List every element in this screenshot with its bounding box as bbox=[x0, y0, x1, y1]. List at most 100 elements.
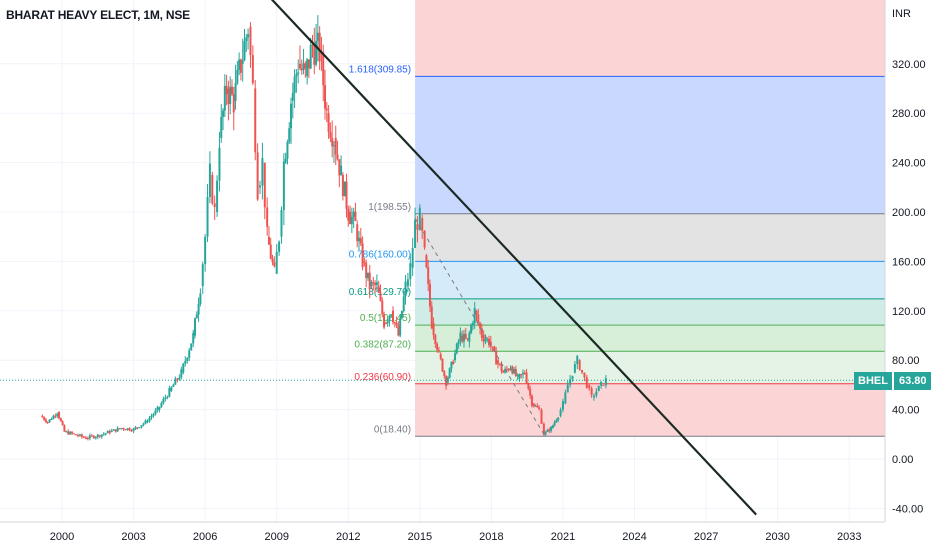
candle-body bbox=[434, 335, 437, 344]
y-tick-label: 160.00 bbox=[892, 256, 926, 268]
candle-body bbox=[275, 251, 278, 274]
candle-body bbox=[269, 244, 272, 259]
candle-body bbox=[291, 92, 294, 101]
candle-body bbox=[59, 418, 62, 422]
candle-body bbox=[561, 401, 564, 410]
candle-body bbox=[459, 332, 462, 342]
candle-body bbox=[288, 128, 291, 143]
candle-body bbox=[544, 431, 547, 435]
candle-body bbox=[486, 338, 489, 340]
candle-body bbox=[445, 376, 448, 386]
candle-body bbox=[197, 303, 200, 315]
candle-body bbox=[216, 180, 219, 212]
last-price-badge: 63.80 bbox=[893, 372, 932, 390]
candle-body bbox=[327, 113, 330, 132]
candle-body bbox=[399, 318, 402, 336]
candle-body bbox=[130, 430, 133, 432]
candle-body bbox=[263, 162, 266, 208]
candle-body bbox=[90, 435, 93, 437]
candle-body bbox=[313, 45, 316, 65]
candle-body bbox=[530, 395, 533, 406]
fib-level-label: 1.618(309.85) bbox=[349, 64, 411, 75]
candle-body bbox=[581, 369, 584, 373]
candle-body bbox=[559, 409, 562, 416]
candle-body bbox=[489, 341, 492, 347]
candle-body bbox=[116, 428, 119, 432]
candle-body bbox=[122, 428, 125, 430]
candle-body bbox=[241, 60, 244, 64]
time-axis bbox=[0, 522, 932, 550]
x-tick-label: 2033 bbox=[837, 531, 861, 543]
candle-body bbox=[428, 283, 431, 307]
candle-body bbox=[168, 388, 171, 397]
x-tick-label: 2015 bbox=[408, 531, 432, 543]
candle-body bbox=[366, 272, 369, 278]
candle-body bbox=[106, 430, 109, 434]
candle-body bbox=[134, 427, 137, 430]
candle-body bbox=[311, 44, 314, 46]
candle-body bbox=[142, 423, 145, 426]
candle-body bbox=[46, 421, 49, 423]
candle-body bbox=[370, 282, 373, 287]
x-tick-label: 2012 bbox=[336, 531, 360, 543]
chart-title: BHARAT HEAVY ELECT, 1M, NSE bbox=[6, 8, 190, 22]
y-tick-label: 240.00 bbox=[892, 158, 926, 170]
candle-body bbox=[423, 230, 426, 248]
y-tick-label: 40.00 bbox=[892, 405, 920, 417]
candle-body bbox=[67, 431, 70, 435]
candle-body bbox=[416, 224, 419, 230]
candle-body bbox=[427, 267, 430, 284]
fib-zone bbox=[415, 213, 885, 262]
candle-body bbox=[298, 63, 301, 69]
candle-body bbox=[588, 384, 591, 389]
candle-body bbox=[280, 209, 283, 237]
candle-body bbox=[261, 158, 264, 186]
candle-body bbox=[388, 315, 391, 322]
dashed-trend-line bbox=[414, 217, 545, 435]
candle-body bbox=[206, 197, 209, 237]
candle-body bbox=[411, 247, 414, 268]
candle-body bbox=[249, 26, 252, 56]
candle-body bbox=[164, 397, 167, 400]
candle-body bbox=[41, 415, 44, 418]
candle-body bbox=[180, 369, 183, 378]
candle-body bbox=[491, 346, 494, 348]
candle-body bbox=[553, 422, 556, 426]
candle-body bbox=[156, 407, 159, 411]
candle-body bbox=[437, 350, 440, 352]
x-tick-label: 2024 bbox=[622, 531, 646, 543]
candle-body bbox=[496, 360, 499, 364]
x-tick-label: 2030 bbox=[765, 531, 789, 543]
candle-body bbox=[132, 428, 135, 431]
candle-body bbox=[94, 437, 97, 439]
candle-body bbox=[309, 44, 312, 69]
candle-body bbox=[522, 372, 525, 375]
fib-zone bbox=[415, 351, 885, 384]
candle-body bbox=[144, 420, 147, 424]
fib-zone-bottom bbox=[415, 383, 885, 437]
candle-body bbox=[397, 325, 400, 336]
candle-body bbox=[92, 435, 95, 439]
candle-body bbox=[564, 392, 567, 404]
fib-level-label: 0.236(60.90) bbox=[354, 372, 411, 383]
candle-body bbox=[104, 433, 107, 435]
candle-body bbox=[595, 391, 598, 396]
candle-body bbox=[571, 375, 574, 380]
candle-body bbox=[65, 431, 68, 433]
fib-level-label: 0.786(160.00) bbox=[349, 249, 411, 260]
candle-body bbox=[114, 429, 117, 432]
candle-body bbox=[414, 220, 417, 248]
candle-body bbox=[384, 323, 387, 325]
candle-body bbox=[84, 437, 87, 439]
candle-body bbox=[590, 388, 593, 395]
candle-body bbox=[307, 59, 310, 69]
candle-body bbox=[71, 431, 74, 434]
candle-body bbox=[182, 363, 185, 373]
candle-body bbox=[146, 421, 149, 423]
candle-body bbox=[80, 434, 83, 437]
candle-body bbox=[154, 410, 157, 415]
candle-body bbox=[375, 282, 378, 286]
candle-body bbox=[480, 328, 483, 338]
candle-body bbox=[230, 86, 233, 95]
